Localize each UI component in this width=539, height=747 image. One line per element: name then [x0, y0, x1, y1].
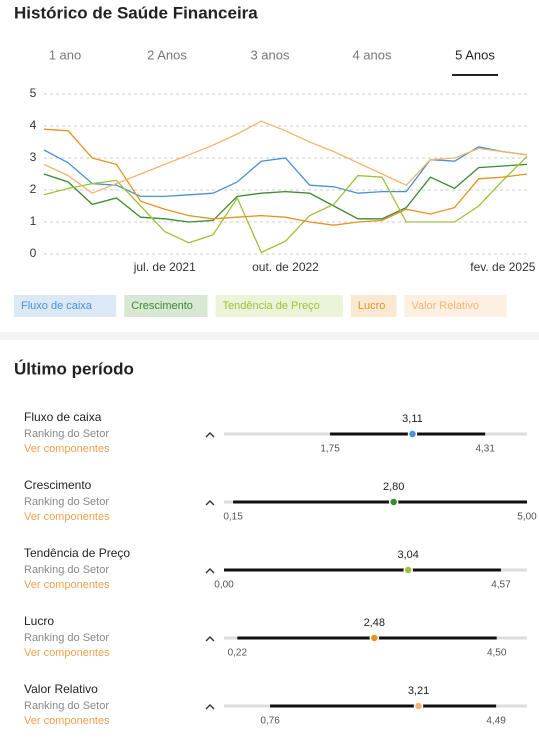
range-low-label: 0,76 [260, 716, 280, 727]
metric-name: Valor Relativo [24, 682, 98, 696]
y-tick-label: 3 [30, 150, 37, 164]
series-line [43, 163, 528, 223]
tab[interactable]: 4 anos [352, 47, 392, 62]
legend-label: Tendência de Preço [223, 300, 320, 312]
value-label: 3,21 [408, 685, 429, 697]
legend-label: Fluxo de caixa [21, 300, 93, 312]
range-low-label: 0,22 [228, 648, 248, 659]
y-tick-label: 4 [30, 118, 37, 132]
y-tick-label: 0 [30, 246, 37, 260]
section-title: Último período [14, 359, 134, 378]
tab-underline [452, 74, 498, 76]
series-line [43, 128, 528, 226]
legend-label: Lucro [358, 300, 386, 312]
collapse-caret[interactable] [205, 500, 215, 506]
x-tick-label: jul. de 2021 [133, 260, 196, 274]
tab[interactable]: 3 anos [250, 47, 290, 62]
series-line [43, 155, 528, 254]
range-low-label: 1,75 [320, 444, 340, 455]
range-high-label: 4,31 [475, 444, 495, 455]
tab[interactable]: 5 Anos [455, 47, 495, 62]
x-tick-label: fev. de 2025 [470, 260, 535, 274]
legend-chip[interactable] [124, 295, 208, 317]
metric-link[interactable]: Ver componentes [24, 443, 110, 455]
metric-link[interactable]: Ver componentes [24, 647, 110, 659]
legend-chip[interactable] [350, 295, 397, 317]
legend-chip[interactable] [215, 295, 343, 317]
value-marker [369, 633, 380, 643]
range-low-label: 0,15 [223, 512, 243, 523]
range-low-label: 0,00 [214, 580, 234, 591]
legend-label: Crescimento [131, 300, 193, 312]
value-marker [403, 565, 413, 575]
metric-ranking: Ranking do Setor [24, 700, 109, 712]
collapse-caret[interactable] [205, 568, 215, 574]
page-title: Histórico de Saúde Financeira [14, 3, 258, 22]
range-high-label: 4,49 [486, 716, 506, 727]
tab[interactable]: 2 Anos [147, 47, 187, 62]
value-label: 2,48 [364, 617, 385, 629]
metric-link[interactable]: Ver componentes [24, 511, 110, 523]
tab[interactable]: 1 ano [49, 47, 82, 62]
collapse-caret[interactable] [205, 636, 215, 642]
value-label: 3,11 [402, 413, 423, 425]
value-label: 3,04 [398, 549, 419, 561]
x-tick-label: out. de 2022 [252, 260, 319, 274]
value-label: 2,80 [383, 481, 404, 493]
metric-ranking: Ranking do Setor [24, 564, 109, 576]
legend-label: Valor Relativo [411, 300, 479, 312]
collapse-caret[interactable] [205, 704, 215, 710]
range-high-label: 4,50 [487, 648, 507, 659]
y-tick-label: 1 [30, 214, 37, 228]
range-high-label: 5,00 [517, 512, 537, 523]
range-high-label: 4,57 [491, 580, 511, 591]
metric-ranking: Ranking do Setor [24, 428, 109, 440]
metric-name: Lucro [24, 614, 54, 628]
legend-chip[interactable] [404, 295, 507, 317]
metric-ranking: Ranking do Setor [24, 496, 109, 508]
metric-name: Tendência de Preço [24, 546, 130, 560]
series-line [43, 120, 528, 194]
legend-chip[interactable] [14, 295, 117, 317]
value-marker [413, 701, 424, 711]
metric-ranking: Ranking do Setor [24, 632, 109, 644]
collapse-caret[interactable] [205, 432, 215, 438]
value-marker [388, 497, 399, 507]
metric-link[interactable]: Ver componentes [24, 579, 110, 591]
metric-name: Crescimento [24, 478, 92, 492]
metric-link[interactable]: Ver componentes [24, 715, 110, 727]
y-tick-label: 2 [30, 182, 37, 196]
y-tick-label: 5 [30, 86, 37, 100]
value-marker [407, 429, 418, 439]
metric-name: Fluxo de caixa [24, 410, 102, 424]
separator [0, 332, 539, 340]
